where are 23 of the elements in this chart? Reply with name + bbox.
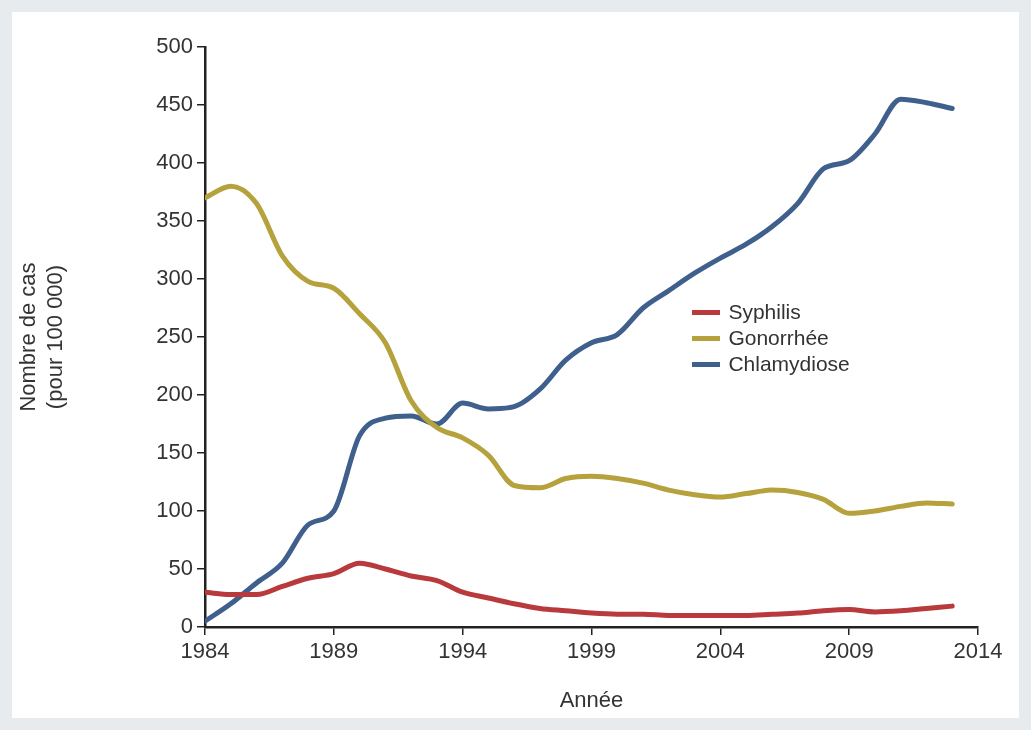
y-axis-title: Nombre de cas (pour 100 000)	[15, 262, 67, 412]
x-tick-label: 2014	[953, 638, 1003, 664]
y-tick-label: 200	[156, 381, 193, 407]
y-tick-label: 500	[156, 33, 193, 59]
x-tick-label: 1999	[567, 638, 616, 664]
legend-label: Syphilis	[728, 299, 801, 325]
y-tick-label: 450	[156, 91, 193, 117]
x-tick-label: 1994	[438, 638, 488, 664]
x-tick-label: 2004	[695, 638, 745, 664]
legend-label: Gonorrhée	[728, 325, 829, 351]
x-tick-label: 2009	[824, 638, 874, 664]
y-tick-label: 250	[156, 323, 193, 349]
y-tick-label: 400	[156, 149, 193, 175]
y-tick-label: 0	[180, 613, 193, 639]
x-axis-title: Année	[559, 686, 624, 712]
x-tick-label: 1984	[180, 638, 230, 664]
y-tick-label: 100	[156, 497, 193, 523]
x-tick-label: 1989	[309, 638, 359, 664]
y-tick-label: 50	[168, 555, 193, 581]
y-tick-label: 350	[156, 207, 193, 233]
y-tick-label: 150	[156, 439, 193, 465]
legend-label: Chlamydiose	[728, 351, 850, 377]
y-tick-label: 300	[156, 265, 193, 291]
